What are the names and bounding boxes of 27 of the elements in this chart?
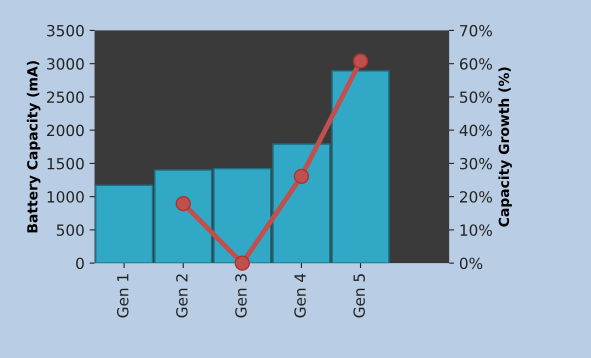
y2-axis-title: Capacity Growth (%) (498, 67, 512, 227)
y2-tick-label: 50% (460, 91, 492, 103)
y2-tick-label: 70% (460, 24, 492, 36)
point (294, 168, 310, 184)
y-tick-label: 1000 (48, 191, 84, 203)
x-tick-label: Gen 2 (176, 274, 188, 318)
y-tick-label: 0 (76, 258, 84, 270)
y-tick-label: 1500 (48, 158, 84, 170)
y-tick-label: 2000 (47, 124, 84, 136)
y2-tick-label: 0% (460, 258, 482, 270)
y2-tick-label: 30% (460, 158, 492, 170)
y-axis-title: Battery Capacity (mA) (26, 61, 40, 232)
y2-tick-label: 10% (460, 224, 492, 236)
x-tick-label: Gen 3 (235, 274, 247, 318)
point (234, 255, 250, 271)
y-tick-label: 500 (56, 224, 84, 236)
y-tick-label: 3500 (47, 24, 84, 36)
point (352, 53, 368, 69)
x-tick-label: Gen 5 (353, 274, 365, 318)
x-tick-label: Gen 1 (116, 274, 129, 318)
x-tick-label: Gen 4 (294, 274, 306, 318)
y2-tick-label: 20% (460, 191, 492, 203)
y2-tick-label: 40% (460, 124, 492, 136)
point (176, 196, 191, 212)
y-tick-label: 3000 (47, 58, 84, 70)
y-tick-label: 2500 (47, 91, 84, 103)
y2-tick-label: 60% (460, 58, 492, 70)
